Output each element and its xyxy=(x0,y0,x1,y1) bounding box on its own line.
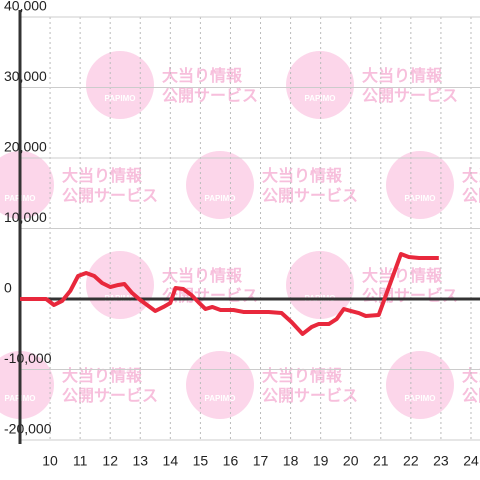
wm-circle xyxy=(186,151,254,219)
y-tick-label: 10,000 xyxy=(4,209,47,225)
wm-circle xyxy=(0,151,54,219)
x-tick-label: 15 xyxy=(193,453,209,469)
wm-line1: 大当り情報 xyxy=(462,366,480,385)
x-tick-label: 19 xyxy=(313,453,329,469)
x-tick-label: 12 xyxy=(102,453,118,469)
wm-line2: 公開サービス xyxy=(462,187,480,205)
wm-brand: PAPIMO xyxy=(205,194,236,203)
wm-line1: 大当り情報 xyxy=(362,66,443,85)
y-tick-label: 40,000 xyxy=(4,0,47,14)
wm-line2: 公開サービス xyxy=(462,387,480,405)
y-tick-label: -20,000 xyxy=(4,421,52,437)
wm-circle xyxy=(186,351,254,419)
wm-line2: 公開サービス xyxy=(62,187,158,205)
wm-line1: 大当り情報 xyxy=(62,166,143,185)
wm-line1: 大当り情報 xyxy=(62,366,143,385)
wm-circle xyxy=(286,251,354,319)
wm-brand: PAPIMO xyxy=(405,194,436,203)
x-tick-label: 20 xyxy=(343,453,359,469)
x-tick-label: 24 xyxy=(463,453,479,469)
y-tick-label: -10,000 xyxy=(4,350,52,366)
wm-circle xyxy=(0,351,54,419)
wm-line2: 公開サービス xyxy=(162,87,258,105)
wm-line2: 公開サービス xyxy=(262,387,358,405)
wm-brand: PAPIMO xyxy=(305,94,336,103)
data-line xyxy=(20,252,439,336)
wm-circle xyxy=(386,351,454,419)
plot: -20,000 -10,000 0 10,000 20,000 30,000 40,000 1… xyxy=(4,0,480,469)
x-tick-label: 23 xyxy=(433,453,449,469)
x-tick-label: 22 xyxy=(403,453,419,469)
grid xyxy=(20,16,480,441)
x-tick-label: 21 xyxy=(373,453,389,469)
x-tick-label: 17 xyxy=(253,453,269,469)
wm-line1: 大当り情報 xyxy=(162,66,243,85)
wm-brand: PAPIMO xyxy=(205,394,236,403)
wm-line2: 公開サービス xyxy=(362,287,458,305)
x-tick-label: 13 xyxy=(132,453,148,469)
wm-circle xyxy=(286,51,354,119)
wm-circle xyxy=(386,151,454,219)
y-tick-label: 0 xyxy=(4,280,12,296)
wm-brand: PAPIMO xyxy=(405,394,436,403)
wm-circle xyxy=(86,51,154,119)
watermarks: PAPIMO大当り情報公開サービスPAPIMO大当り情報公開サービスPAPIMO… xyxy=(0,51,480,419)
x-tick-label: 10 xyxy=(42,453,58,469)
wm-line2: 公開サービス xyxy=(62,387,158,405)
x-tick-label: 18 xyxy=(283,453,299,469)
wm-line1: 大当り情報 xyxy=(262,366,343,385)
wm-line2: 公開サービス xyxy=(362,87,458,105)
y-tick-label: 30,000 xyxy=(4,68,47,84)
wm-line1: 大当り情報 xyxy=(462,166,480,185)
x-tick-label: 16 xyxy=(223,453,239,469)
wm-brand: PAPIMO xyxy=(105,94,136,103)
x-tick-label: 14 xyxy=(163,453,179,469)
wm-line2: 公開サービス xyxy=(262,187,358,205)
wm-line1: 大当り情報 xyxy=(262,166,343,185)
wm-line1: 大当り情報 xyxy=(162,266,243,285)
wm-line1: 大当り情報 xyxy=(362,266,443,285)
x-tick-label: 11 xyxy=(73,453,88,469)
y-tick-label: 20,000 xyxy=(4,139,47,155)
